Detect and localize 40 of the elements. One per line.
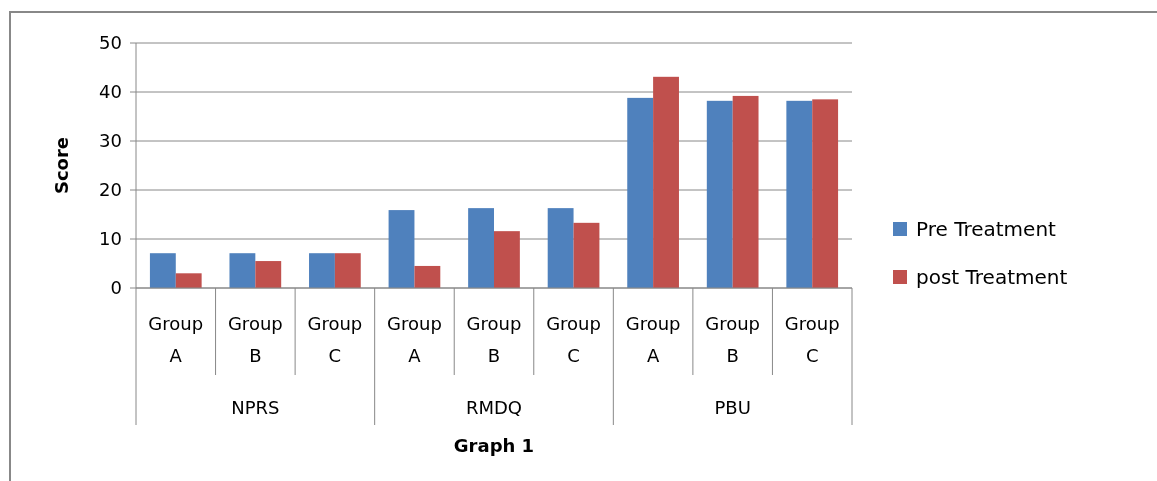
y-tick-label: 10 (99, 228, 122, 250)
bar (494, 231, 520, 288)
bar (732, 95, 759, 288)
text: NPRS (231, 397, 280, 418)
bar (812, 99, 839, 288)
bar (414, 265, 441, 288)
y-axis-title: Score (51, 136, 72, 195)
x-tick-label: Group A (148, 313, 204, 366)
bar (706, 100, 733, 288)
y-tick-label: 20 (99, 179, 122, 201)
x-tick-label: Group B (466, 313, 522, 366)
bar (229, 253, 256, 288)
x-tick-label: Group C (546, 313, 601, 366)
y-tick-label: 30 (99, 130, 122, 152)
x-tick-label: Group C (307, 313, 363, 366)
bar (653, 76, 679, 288)
x-axis-title: Graph 1 (453, 435, 535, 456)
bar (627, 97, 654, 288)
bar (149, 253, 176, 288)
legend-label: post Treatment (916, 265, 1068, 289)
text: RMDQ (465, 397, 523, 418)
y-tick-label: 0 (110, 277, 122, 299)
x-tick-label: Group C (784, 313, 840, 366)
bar (573, 222, 600, 288)
bar (309, 253, 335, 288)
legend-label: Pre Treatment (916, 217, 1057, 241)
bar (255, 261, 282, 288)
bar (547, 208, 574, 288)
bar (786, 100, 813, 288)
x-tick-label: Group A (625, 313, 681, 366)
x-tick-label: Group A (387, 313, 442, 366)
bar (388, 210, 415, 288)
bar (175, 273, 202, 288)
x-tick-label: Group B (705, 313, 761, 366)
bar (334, 253, 361, 288)
y-tick-label: 50 (99, 32, 122, 54)
y-tick-label: 40 (99, 81, 122, 103)
text: PBU (714, 397, 751, 418)
bar (468, 208, 494, 288)
x-tick-label: Group B (227, 313, 283, 366)
